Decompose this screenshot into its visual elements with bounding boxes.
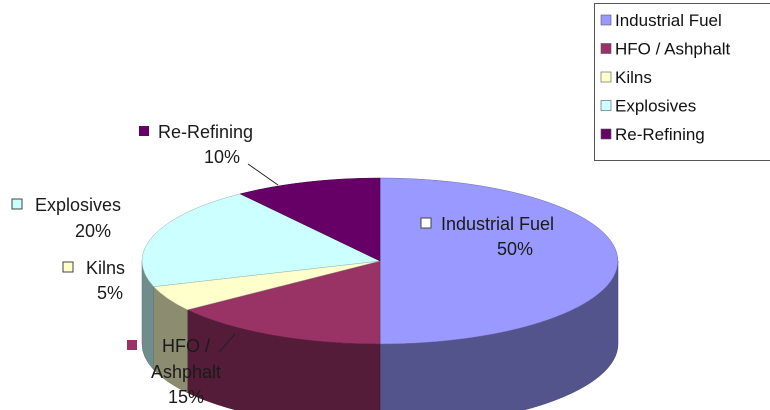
legend-label-re-refining: Re-Refining xyxy=(615,125,705,144)
label-explosives: Explosives 20% xyxy=(11,195,121,241)
pie-side-walls xyxy=(141,260,619,410)
label-marker-kilns xyxy=(62,261,74,273)
label-marker-explosives xyxy=(11,198,23,210)
legend-box xyxy=(594,3,770,161)
label-hfo-line1: HFO / xyxy=(162,336,210,356)
legend-label-hfo-ashphalt: HFO / Ashphalt xyxy=(615,40,731,59)
label-explosives-pct: 20% xyxy=(75,221,111,241)
legend-swatch-re-refining xyxy=(600,128,612,140)
legend-label-explosives: Explosives xyxy=(615,97,696,116)
label-industrial-fuel: Industrial Fuel 50% xyxy=(420,214,554,259)
label-kilns-name: Kilns xyxy=(86,258,125,278)
label-hfo-line2: Ashphalt xyxy=(151,362,221,382)
pie-slice-industrial-fuel xyxy=(379,177,619,345)
legend-swatch-industrial-fuel xyxy=(600,14,612,26)
label-marker-industrial-fuel xyxy=(420,217,432,229)
pie-slices xyxy=(141,177,619,345)
pie-slice-hfo-ashphalt xyxy=(186,260,381,345)
label-rerefining-pct: 10% xyxy=(204,147,240,167)
label-rerefining: Re-Refining 10% xyxy=(139,122,253,167)
label-hfo-pct: 15% xyxy=(168,387,204,407)
label-marker-rerefining xyxy=(139,126,149,136)
legend: Industrial Fuel HFO / Ashphalt Kilns Explos… xyxy=(594,3,770,161)
pie-slice-re-refining xyxy=(239,177,381,262)
pie-slice-explosives xyxy=(141,193,381,287)
legend-swatch-kilns xyxy=(600,71,612,83)
label-explosives-name: Explosives xyxy=(35,195,121,215)
legend-label-kilns: Kilns xyxy=(615,68,652,87)
label-rerefining-name: Re-Refining xyxy=(158,122,253,142)
legend-label-industrial-fuel: Industrial Fuel xyxy=(615,11,722,30)
label-kilns-pct: 5% xyxy=(97,283,123,303)
label-hfo: HFO / Ashphalt 15% xyxy=(127,336,221,407)
label-kilns: Kilns 5% xyxy=(62,258,125,303)
label-industrial-fuel-name: Industrial Fuel xyxy=(441,214,554,234)
legend-swatch-explosives xyxy=(600,100,612,111)
leader-line-hfo xyxy=(218,333,236,353)
label-industrial-fuel-pct: 50% xyxy=(497,239,533,259)
leader-line-rerefining xyxy=(247,163,279,186)
legend-swatch-hfo-ashphalt xyxy=(600,43,612,54)
label-marker-hfo xyxy=(127,340,137,350)
